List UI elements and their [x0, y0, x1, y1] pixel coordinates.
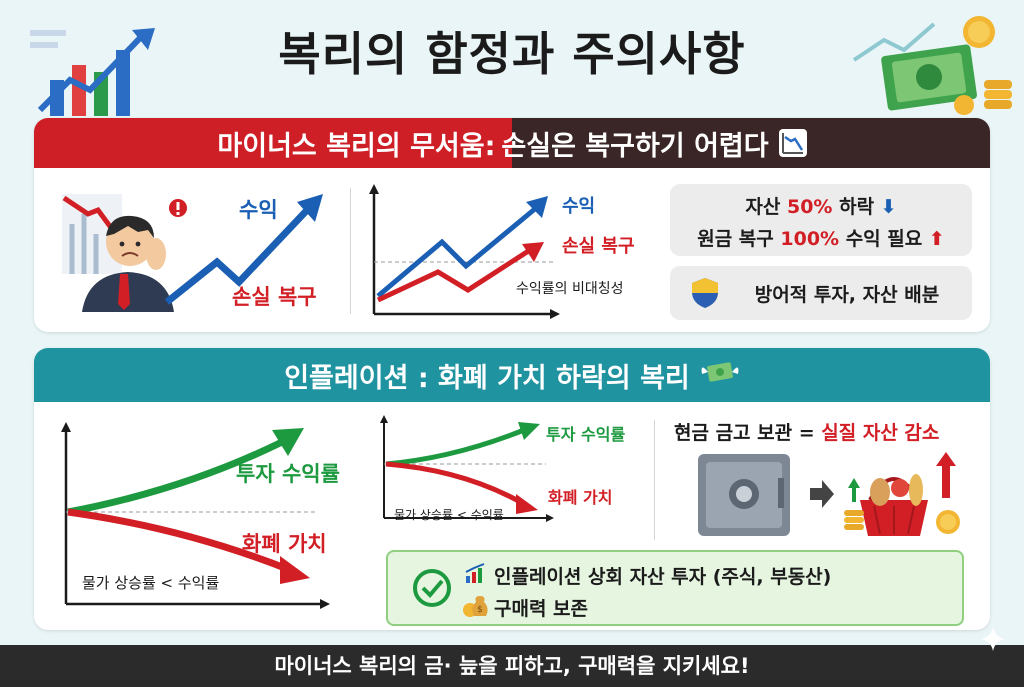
money-value-line — [67, 508, 292, 574]
chart-decreasing-icon — [778, 129, 807, 157]
illus-profit-label: 수익 — [239, 198, 278, 222]
inflation-tips-box: 인플레이션 상회 자산 투자 (주식, 부동산) $ 구매력 보존 — [386, 550, 964, 626]
chart-caption: 수익률의 비대칭성 — [516, 281, 624, 297]
invest-return-line — [67, 438, 284, 516]
tip2-text: 구매력 보존 — [494, 598, 589, 620]
bar-chart-icon — [465, 563, 485, 583]
check-circle-icon — [413, 569, 451, 607]
small-chart-invest-label: 투자 수익률 — [546, 425, 626, 444]
small-chart-money-label: 화폐 가치 — [548, 488, 613, 507]
svg-text:$: $ — [477, 605, 483, 615]
stressed-investor-illustration — [62, 194, 187, 312]
info-line2: 원금 복구 100% 수익 필요 ⬆ — [697, 228, 945, 250]
info2-text: 방어적 투자, 자산 배분 — [754, 284, 940, 306]
chart-profit-label: 수익 — [562, 196, 596, 217]
section1-banner: 마이너스 복리의 무서움: 손실은 복구하기 어렵다 — [34, 118, 990, 168]
footer-banner: 마이너스 복리의 금· 늪을 피하고, 구매력을 지키세요! — [0, 645, 1024, 687]
section1-divider — [350, 188, 351, 314]
inflation-chart-small — [380, 415, 554, 522]
shield-icon — [692, 278, 718, 308]
section2-banner-text: 인플레이션 : 화폐 가치 하락의 복리 — [284, 362, 690, 394]
section1-banner-left: 마이너스 복리의 무서움: — [217, 130, 496, 162]
profit-line — [376, 206, 538, 298]
negative-compound-panel: 마이너스 복리의 무서움: 손실은 복구하기 어렵다 — [34, 118, 990, 332]
large-chart-invest-label: 투자 수익률 — [236, 462, 340, 486]
arrow-up-icon: ⬆ — [928, 228, 945, 250]
chart-recovery-label: 손실 복구 — [562, 236, 635, 257]
section2-banner: 인플레이션 : 화폐 가치 하락의 복리 — [34, 348, 990, 402]
page-title: 복리의 함정과 주의사항 — [278, 27, 746, 81]
illus-recovery-label: 손실 복구 — [232, 285, 317, 309]
inflation-panel: 인플레이션 : 화폐 가치 하락의 복리 투자 수익률 화폐 가치 물가 상승률… — [34, 348, 990, 630]
money-bag-icon: $ — [463, 596, 488, 617]
growth-chart-illustration — [30, 28, 155, 116]
large-chart-caption: 물가 상승률 < 수익률 — [82, 574, 220, 592]
large-chart-money-label: 화폐 가치 — [242, 532, 327, 556]
loss-recovery-infobox: 자산 50% 하락 ⬇ 원금 복구 100% 수익 필요 ⬆ — [670, 184, 972, 256]
section1-banner-right: 손실은 복구하기 어렵다 — [501, 130, 769, 162]
recovery-line — [376, 247, 532, 303]
money-illustration — [852, 16, 1012, 115]
small-chart-caption: 물가 상승률 < 수익률 — [394, 508, 504, 522]
defensive-investing-infobox: 방어적 투자, 자산 배분 — [670, 266, 972, 320]
section2-divider — [654, 420, 655, 540]
money-with-wings-icon — [700, 358, 740, 393]
asymmetry-chart — [369, 184, 560, 319]
arrow-down-icon: ⬇ — [880, 196, 897, 218]
tip1-text: 인플레이션 상회 자산 투자 (주식, 부동산) — [494, 566, 832, 588]
info-line1: 자산 50% 하락 ⬇ — [745, 196, 897, 218]
safe-to-basket-illustration — [698, 452, 960, 536]
safe-title: 현금 금고 보관 = 실질 자산 감소 — [674, 422, 940, 444]
recovery-arrow-illustration — [164, 194, 323, 305]
sparkle-icon — [981, 627, 1005, 651]
inflation-chart-large — [61, 422, 330, 609]
